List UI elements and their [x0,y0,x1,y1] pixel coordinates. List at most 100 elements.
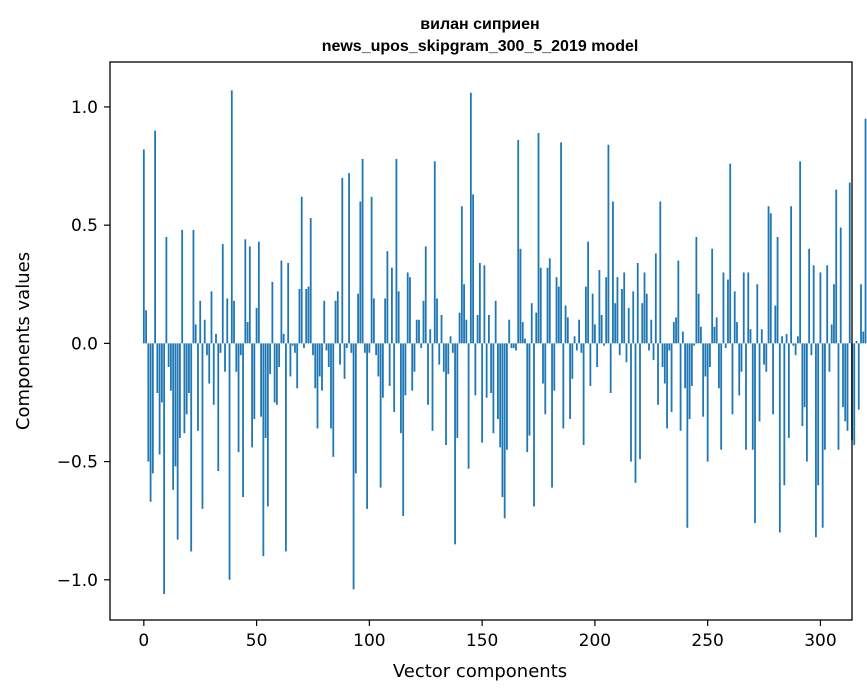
bar-298 [815,343,817,538]
bar-174 [535,312,538,344]
bar-130 [436,298,438,344]
bar-201 [596,343,599,367]
bar-100 [368,343,371,353]
bar-131 [438,343,441,365]
x-tick-label: 200 [579,631,611,651]
bar-220 [639,343,641,460]
bar-57 [271,281,274,344]
bar-41 [235,343,238,372]
bar-305 [830,324,833,344]
bar-267 [745,343,747,450]
bar-42 [237,343,240,453]
bar-99 [366,343,368,509]
bar-127 [429,329,432,344]
bar-163 [510,343,513,349]
bar-195 [582,343,585,446]
bar-283 [781,336,783,344]
bar-185 [560,142,562,344]
bar-216 [630,343,632,462]
bar-263 [736,322,738,344]
bar-112 [395,158,398,344]
bar-2 [147,343,150,462]
bar-45 [244,239,247,344]
bar-190 [571,343,574,379]
bar-23 [194,324,197,344]
x-tick-label: 50 [246,631,268,651]
bar-89 [343,343,346,379]
bar-250 [706,343,709,462]
bar-206 [607,144,610,344]
bar-70 [300,196,303,344]
bar-107 [384,298,387,344]
bar-173 [533,343,535,507]
y-tick-label: 0.5 [71,216,98,236]
bar-261 [731,343,734,415]
y-axis-ticks: −1.0 −0.5 0.0 0.5 1.0 [57,98,110,591]
bar-55 [266,343,269,507]
bar-series [142,90,867,594]
bar-182 [553,343,556,391]
bar-88 [341,177,344,344]
bar-152 [485,343,488,398]
bar-236 [675,317,677,344]
bar-307 [835,189,838,344]
bar-13 [172,343,175,490]
bar-317 [857,343,860,410]
x-tick-label: 150 [466,631,498,651]
bar-181 [551,343,553,488]
bar-257 [722,272,725,344]
bar-262 [733,291,736,344]
bar-241 [686,343,689,528]
bar-68 [296,343,299,389]
bar-224 [648,343,650,351]
bar-272 [756,284,759,344]
bar-271 [754,343,756,524]
bar-162 [508,319,511,344]
bar-126 [427,343,429,405]
bar-215 [627,307,630,344]
bar-294 [805,343,808,462]
bar-186 [562,343,565,429]
bar-312 [846,343,849,431]
bar-154 [490,343,493,394]
x-axis-label: Vector components [393,661,567,682]
bar-15 [176,343,179,540]
bar-149 [478,262,481,344]
bar-234 [670,343,673,412]
bar-194 [580,343,583,353]
bar-275 [763,343,765,365]
bar-143 [465,319,468,344]
bar-101 [370,196,373,344]
bar-282 [778,343,781,533]
bar-319 [862,331,865,344]
bar-86 [336,291,339,344]
y-tick-label: −0.5 [57,453,98,473]
bar-78 [318,343,321,377]
bar-92 [350,343,353,353]
bar-36 [224,343,226,372]
bar-169 [524,338,526,344]
bar-270 [751,343,754,450]
bar-34 [219,343,222,353]
bar-252 [711,248,714,344]
bar-63 [285,343,287,552]
bar-276 [765,343,768,372]
y-tick-label: 1.0 [71,98,98,118]
bar-59 [275,343,278,405]
bar-85 [334,300,337,344]
bar-141 [460,206,463,344]
bar-161 [506,343,508,450]
bar-218 [634,343,637,483]
bar-105 [379,343,382,488]
bar-235 [672,322,675,344]
bar-17 [181,229,184,344]
bar-22 [192,229,195,344]
bar-177 [542,343,544,384]
bar-231 [663,343,666,384]
bar-148 [476,314,479,344]
bar-122 [418,319,420,344]
bar-164 [512,343,515,349]
bar-109 [388,343,391,386]
bar-297 [812,265,815,344]
